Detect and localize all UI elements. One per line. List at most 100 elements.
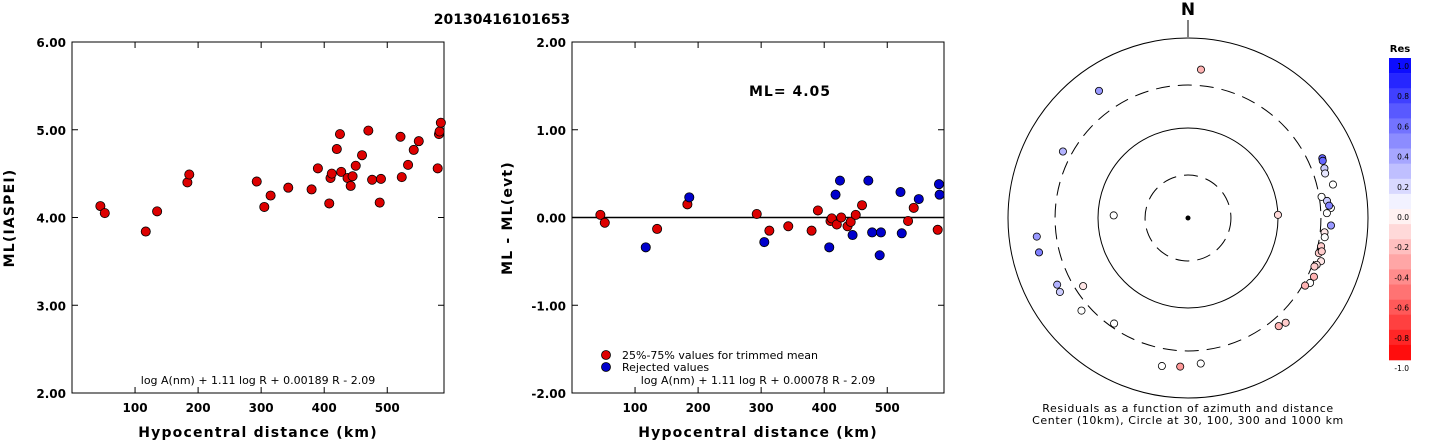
distance-ring — [1054, 84, 1322, 352]
colorbar-tick-label: -0.8 — [1394, 334, 1409, 343]
station-point — [1328, 180, 1337, 189]
panel2-formula: log A(nm) + 1.11 log R + 0.00078 R - 2.0… — [641, 374, 875, 387]
x-tick-label: 300 — [249, 401, 274, 415]
data-point — [184, 169, 195, 180]
colorbar-tick-label: -0.4 — [1394, 273, 1409, 282]
station-point — [1055, 287, 1064, 296]
y-tick-label: 4.00 — [36, 212, 66, 226]
colorbar-tick-label: -0.2 — [1394, 243, 1409, 252]
station-point — [1196, 359, 1205, 368]
x-tick-label: 200 — [186, 401, 211, 415]
data-point — [830, 189, 841, 200]
data-point — [759, 237, 770, 248]
data-point — [640, 242, 651, 253]
colorbar-cell — [1389, 314, 1411, 331]
polar-caption-line1: Residuals as a function of azimuth and d… — [1042, 402, 1333, 415]
data-point — [847, 230, 858, 241]
colorbar-cell — [1389, 193, 1411, 210]
data-point — [435, 117, 446, 128]
data-point — [874, 250, 885, 261]
data-point — [326, 168, 337, 179]
panel1-y-axis-label: ML(IASPEI) — [2, 169, 18, 268]
figure-title: 20130416101653 — [434, 12, 570, 28]
data-point — [933, 179, 944, 190]
y-tick-label: -1.00 — [531, 299, 566, 313]
panel1-formula: log A(nm) + 1.11 log R + 0.00189 R - 2.0… — [141, 374, 375, 387]
colorbar-cell — [1389, 254, 1411, 270]
station-point — [1310, 262, 1319, 271]
data-point — [99, 208, 110, 219]
data-point — [312, 163, 323, 174]
ml-annotation: ML= 4.05 — [749, 84, 831, 100]
station-point — [1281, 318, 1290, 327]
colorbar-cell — [1389, 148, 1411, 164]
data-point — [413, 136, 424, 147]
data-point — [652, 223, 663, 234]
data-point — [751, 208, 762, 219]
data-point — [251, 176, 262, 187]
legend-marker-trimmed — [601, 350, 611, 360]
data-point — [374, 197, 385, 208]
station-point — [1035, 248, 1044, 257]
data-point — [265, 190, 276, 201]
residual-vs-distance-panel: 100 200 300 400 500 -2.00 -1.00 0.00 1.00 2.00 M… — [500, 36, 945, 441]
station-point — [1318, 156, 1327, 165]
y-tick-label: 5.00 — [36, 124, 66, 138]
north-label: N — [1181, 0, 1195, 20]
data-point — [932, 224, 943, 235]
station-point — [1079, 282, 1088, 291]
data-point — [140, 226, 151, 237]
colorbar-cell — [1389, 209, 1411, 225]
panel2-x-axis-label: Hypocentral distance (km) — [638, 425, 878, 441]
legend-label-trimmed: 25%-75% values for trimmed mean — [622, 349, 818, 362]
station-point — [1320, 233, 1329, 242]
data-point — [331, 144, 342, 155]
station-point — [1273, 210, 1282, 219]
colorbar-tick-label: -1.0 — [1394, 364, 1409, 373]
station-point — [1109, 211, 1118, 220]
station-point — [1317, 192, 1326, 201]
data-point — [863, 175, 874, 186]
panel2-y-axis-label: ML - ML(evt) — [500, 161, 516, 275]
data-point — [845, 216, 856, 227]
data-point — [434, 126, 445, 137]
azimuth-residual-panel: N Residuals as a function of azimuth and… — [1007, 0, 1369, 427]
data-point — [783, 221, 794, 232]
data-point — [350, 160, 361, 171]
data-point — [896, 228, 907, 239]
data-point — [806, 225, 817, 236]
data-point — [599, 217, 610, 228]
residual-colorbar: Res 1.0 0.8 0.6 0.4 0.2 0.0 -0.2 -0.4 -0.6 -0.8 -1… — [1389, 44, 1411, 373]
data-point — [812, 205, 823, 216]
data-point — [684, 192, 695, 203]
y-tick-label: 2.00 — [536, 36, 566, 50]
data-point — [432, 163, 443, 174]
legend-marker-rejected — [601, 362, 611, 372]
y-tick-label: 0.00 — [536, 212, 566, 226]
data-point — [764, 225, 775, 236]
colorbar-cell — [1389, 88, 1411, 104]
station-point — [1309, 272, 1318, 281]
colorbar-tick-label: 0.4 — [1397, 153, 1409, 162]
station-point — [1301, 281, 1310, 290]
data-point — [408, 144, 419, 155]
colorbar-cell — [1389, 284, 1411, 300]
data-point — [347, 171, 358, 182]
station-point — [1196, 65, 1205, 74]
data-point — [152, 206, 163, 217]
y-tick-label: 1.00 — [536, 124, 566, 138]
data-point — [867, 227, 878, 238]
data-point — [836, 212, 847, 223]
polar-caption-line2: Center (10km), Circle at 30, 100, 300 an… — [1032, 414, 1344, 427]
colorbar-cell — [1389, 344, 1411, 361]
station-point — [1094, 86, 1103, 95]
y-tick-label: -2.00 — [531, 387, 566, 401]
station-point — [1176, 362, 1185, 371]
colorbar-cell — [1389, 103, 1411, 119]
colorbar-cell — [1389, 58, 1411, 74]
colorbar-tick-label: -0.6 — [1394, 304, 1409, 313]
data-point — [857, 200, 868, 211]
station-point — [1053, 280, 1062, 289]
data-point — [934, 189, 945, 200]
